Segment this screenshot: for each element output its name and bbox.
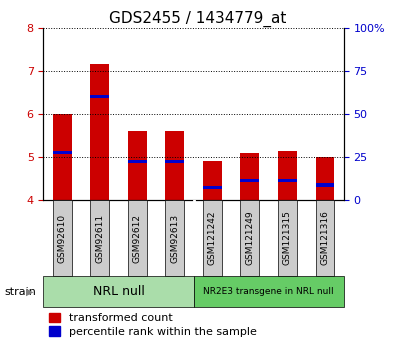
Text: GSM92611: GSM92611 — [95, 214, 104, 263]
Bar — [316, 157, 334, 200]
Bar — [278, 150, 297, 200]
Bar — [278, 200, 297, 276]
Bar — [203, 161, 222, 200]
Text: GSM121315: GSM121315 — [283, 210, 292, 266]
Bar — [194, 276, 344, 307]
Bar — [278, 179, 297, 182]
Bar — [241, 152, 259, 200]
Text: GDS2455 / 1434779_at: GDS2455 / 1434779_at — [109, 10, 286, 27]
Text: GSM121242: GSM121242 — [208, 211, 217, 265]
Bar — [90, 200, 109, 276]
Bar — [53, 200, 71, 276]
Bar — [128, 131, 147, 200]
Legend: transformed count, percentile rank within the sample: transformed count, percentile rank withi… — [49, 313, 257, 337]
Text: GSM92613: GSM92613 — [170, 214, 179, 263]
Text: GSM121316: GSM121316 — [320, 210, 329, 266]
Text: ▶: ▶ — [26, 287, 33, 296]
Bar — [166, 200, 184, 276]
Bar — [241, 179, 259, 182]
Bar — [128, 200, 147, 276]
Bar — [90, 95, 109, 98]
Bar — [166, 160, 184, 163]
Text: GSM92610: GSM92610 — [58, 214, 67, 263]
Text: GSM121249: GSM121249 — [245, 211, 254, 265]
Bar — [53, 151, 71, 154]
Bar — [241, 200, 259, 276]
Bar — [128, 160, 147, 163]
Bar — [166, 131, 184, 200]
Bar — [316, 184, 334, 187]
Bar — [90, 64, 109, 200]
Bar — [203, 200, 222, 276]
Text: NR2E3 transgene in NRL null: NR2E3 transgene in NRL null — [203, 287, 334, 296]
Text: NRL null: NRL null — [92, 285, 145, 298]
Bar — [53, 114, 71, 200]
Text: strain: strain — [4, 287, 36, 296]
Bar — [316, 200, 334, 276]
Bar — [203, 186, 222, 189]
Bar — [43, 276, 194, 307]
Text: GSM92612: GSM92612 — [133, 214, 142, 263]
